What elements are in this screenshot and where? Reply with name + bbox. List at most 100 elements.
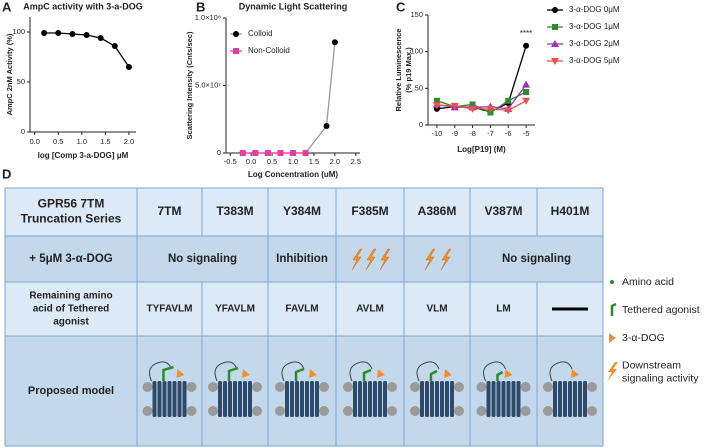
amino-acids: TYFAVLM [147,304,193,315]
legend-label: 3-α-DOG 5μM [569,56,620,65]
helix [568,381,572,417]
row-header: Remaining amino [29,291,112,302]
helix [358,381,362,417]
loop [149,361,172,382]
x-tick-label: 0.0 [29,137,39,146]
table-cell [267,281,337,337]
data-point [523,89,530,95]
agonist [496,370,504,381]
data-point [302,150,309,156]
data-point [290,150,296,156]
amino-acids: YFAVLM [215,304,255,315]
legend-marker [552,24,558,30]
lipid [587,382,597,392]
legend-label: 3-α-DOG 2μM [569,39,620,48]
lipid [587,406,597,416]
lipid [186,406,197,416]
data-point [239,150,246,156]
y-tick-label: 100 [12,27,25,36]
y-tick-label: 50 [415,83,423,92]
lipid [543,406,553,416]
legend-marker [233,48,239,54]
column-header: 7TM [158,204,182,218]
helix [315,381,319,417]
legend-label: 3-α-DOG [622,332,665,344]
y-axis-label: Relative Luminescence [394,29,403,112]
lipid [410,406,420,416]
agonist [362,368,372,381]
helix [425,381,429,417]
helix [378,381,382,417]
x-tick-label: 1.0 [77,137,87,146]
effect: Inhibition [276,253,328,265]
data-point [252,150,259,156]
panel-label: C [396,0,406,14]
data-point [69,31,76,37]
data-line [242,42,336,154]
table-cell [136,281,203,337]
table-cell [268,236,336,282]
dog [309,369,317,378]
helix [373,381,377,417]
loop [214,361,238,382]
lipid [387,406,397,416]
column-header: F385M [351,204,388,218]
signal-icon [351,248,363,271]
lipid [520,406,531,416]
table-cell [469,281,538,337]
amino-acids: VLM [426,304,447,315]
x-tick-label: -8 [469,129,476,138]
helix [511,381,516,417]
data-point [486,105,495,113]
lipid [476,382,487,392]
data-point [111,43,118,49]
x-tick-label: -7 [487,129,494,138]
helix [310,381,314,417]
agonist [162,365,174,381]
row-header: Proposed model [28,385,114,397]
amino-acids: FAVLM [285,304,318,315]
helix [177,381,182,417]
helix [353,381,357,417]
y-tick-label: 0 [419,120,423,129]
x-tick-label: 1.5 [309,157,319,166]
helix [578,381,582,417]
signal-icon [424,248,436,271]
legend-label: signaling activity [622,372,699,384]
data-point [55,30,62,36]
legend-label: Non-Colloid [248,46,290,55]
table-cell [4,235,138,283]
y-axis-label: Scattering Intensity (Cnts/sec) [185,31,194,139]
x-axis-label: Log[P19] (M) [457,145,506,154]
y-tick-label: 0 [217,148,221,157]
legend-icon [610,302,617,316]
row-header: acid of Tethered [33,304,110,315]
helix [420,381,424,417]
data-point [523,42,530,49]
legend-label: 3-α-DOG 0μM [569,5,620,14]
loop [416,361,440,382]
legend-label: Downstream [622,359,681,371]
x-tick-label: -9 [451,129,458,138]
lipid [208,406,218,416]
lipid [454,382,464,392]
helix [496,381,501,417]
helix [501,381,506,417]
panel-label: D [2,166,11,181]
column-header: V387M [484,204,522,218]
table-cell [201,187,269,237]
helix [182,381,187,417]
x-tick-label: -0.5 [224,157,237,166]
x-tick-label: 1.0 [288,157,298,166]
amino-acids: AVLM [356,304,384,315]
y-tick-label: 0 [21,127,25,136]
helix [228,381,232,417]
x-tick-label: 1.5 [100,137,110,146]
agonist [294,367,305,381]
lipid [454,406,464,416]
table-cell [469,187,538,237]
helix [573,381,577,417]
table-cell [201,281,269,337]
chart-title: Dynamic Light Scattering [239,1,348,11]
helix [295,381,299,417]
